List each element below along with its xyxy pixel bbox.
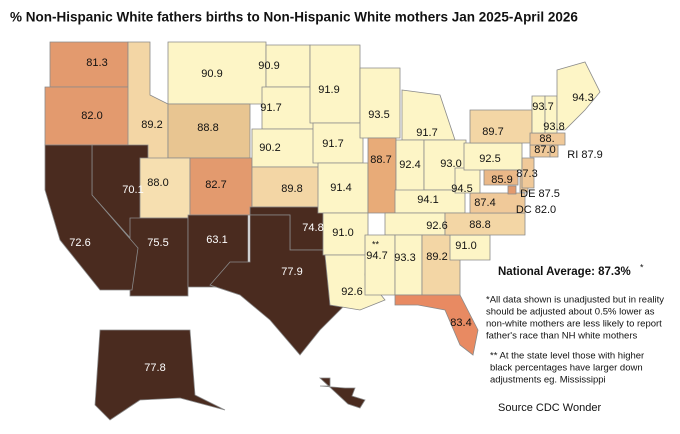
state-value: DE 87.5 [520, 188, 560, 200]
state-value: 92.4 [399, 159, 420, 171]
state [507, 185, 517, 195]
state-value: 94.7 [366, 250, 387, 262]
footnote: should be adjusted about 0.5% lower as [486, 307, 655, 318]
state-value: 77.9 [281, 266, 302, 278]
footnote: black percentages have larger down [490, 363, 643, 374]
ms-mark: ** [372, 239, 380, 249]
footnote: father's race than NH white mothers [486, 331, 637, 342]
state-value: 77.8 [144, 362, 165, 374]
state-value: 94.1 [417, 194, 438, 206]
note-mark: * [640, 262, 644, 272]
state-value: 70.1 [122, 184, 143, 196]
state-value: 87.0 [534, 144, 555, 156]
state [544, 95, 558, 134]
source: Source CDC Wonder [498, 402, 601, 414]
state-value: 93.0 [440, 158, 461, 170]
state [367, 137, 397, 214]
state-value: 91.0 [332, 227, 353, 239]
state-value: 87.3 [516, 168, 537, 180]
state-value: 93.3 [394, 252, 415, 264]
state-value: 93.7 [532, 101, 553, 113]
state-value: 94.5 [451, 183, 472, 195]
state-value: 74.8 [302, 222, 323, 234]
state-value: 92.6 [341, 286, 362, 298]
state-value: 88.8 [469, 219, 490, 231]
state [483, 169, 519, 186]
state-value: 92.5 [479, 153, 500, 165]
state-value: 93.5 [368, 109, 389, 121]
state-value: 91.0 [455, 240, 476, 252]
state-value: 93.8 [543, 121, 564, 133]
state [521, 157, 535, 189]
footnote: ** At the state level those with higher [490, 351, 644, 362]
state-value: 85.9 [491, 174, 512, 186]
state-value: 87.4 [474, 197, 495, 209]
state-value: 75.5 [147, 237, 168, 249]
state-value: 91.7 [322, 138, 343, 150]
state-value: 91.7 [416, 127, 437, 139]
state-value: 88. [539, 133, 554, 145]
state-value: 61.4 [362, 387, 383, 399]
state-value: 90.9 [201, 68, 222, 80]
state [394, 294, 479, 356]
state [556, 61, 601, 131]
state-value: 82.0 [81, 110, 102, 122]
state-value: 91.7 [260, 102, 281, 114]
state-value: 88.8 [197, 122, 218, 134]
state-value: 94.3 [572, 92, 593, 104]
state [359, 67, 401, 139]
national-average: National Average: 87.3% [498, 266, 631, 278]
state-value: 89.7 [482, 126, 503, 138]
state-value: 88.7 [370, 154, 391, 166]
state-value: 89.2 [426, 251, 447, 263]
state [127, 41, 169, 161]
state-value: 81.3 [86, 57, 107, 69]
state [209, 214, 351, 356]
footnote: adjustments eg. Mississippi [490, 375, 606, 386]
state-value: 89.8 [281, 183, 302, 195]
state-value: RI 87.9 [567, 149, 602, 161]
state [94, 329, 226, 421]
state [129, 217, 189, 297]
title: % Non-Hispanic White fathers births to N… [10, 10, 578, 25]
state-value: 90.2 [259, 142, 280, 154]
state [318, 377, 366, 409]
state-value: 90.9 [258, 60, 279, 72]
state-value: 89.2 [141, 119, 162, 131]
state [394, 234, 423, 296]
state-value: 88.0 [147, 177, 168, 189]
state [44, 144, 139, 291]
state-value: 72.6 [69, 237, 90, 249]
state-value: 83.4 [450, 317, 471, 329]
state-value: 82.7 [205, 179, 226, 191]
state [364, 234, 396, 296]
state-value: 92.6 [426, 220, 447, 232]
footnote: non-white mothers are less likely to rep… [486, 319, 662, 330]
state-value: 91.4 [330, 182, 351, 194]
footnote: *All data shown is unadjusted but in rea… [486, 295, 664, 306]
state-value: 91.9 [318, 84, 339, 96]
state-value: DC 82.0 [516, 204, 556, 216]
state [469, 192, 526, 214]
state-value: 63.1 [206, 234, 227, 246]
